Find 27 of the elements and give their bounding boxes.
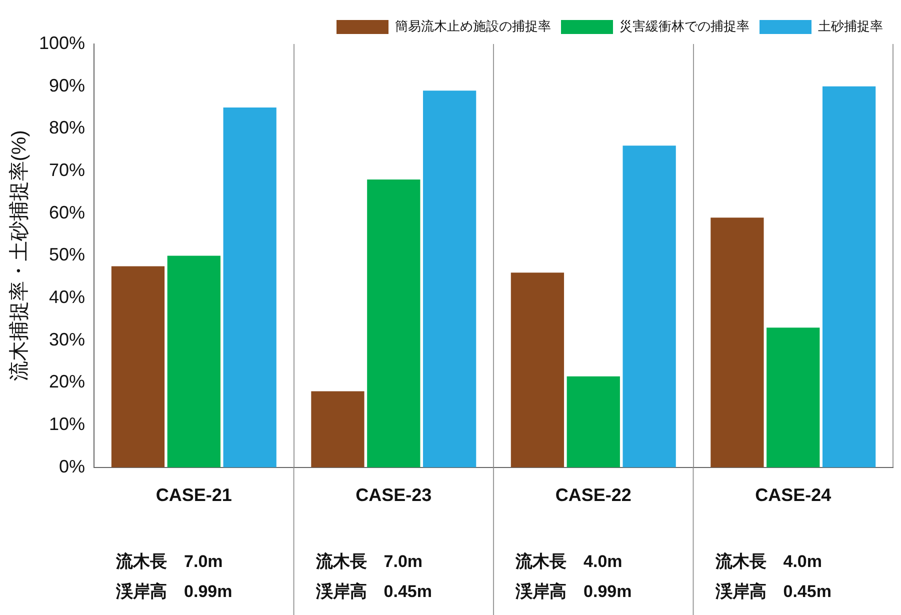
y-tick-label: 60% [49,202,86,222]
text: 渓岸高 0.45m [714,582,832,602]
legend-label: 災害緩衝林での捕捉率 [620,18,750,34]
x-tick-label: CASE-21 [156,485,232,506]
text: 渓岸高 0.45m [314,582,432,602]
y-tick-label: 100% [38,32,86,53]
x-tick-label: CASE-22 [555,485,632,506]
legend-label: 土砂捕捉率 [818,18,883,34]
text: 渓岸高 0.99m [115,582,232,602]
y-tick-label: 0% [59,456,86,476]
y-tick-label: 50% [49,244,86,265]
y-tick-label: 40% [49,287,86,308]
text: 流木長 4.0m [714,552,822,572]
y-tick-label: 90% [49,75,86,96]
y-tick-label: 10% [49,414,86,434]
text: 流木長 7.0m [115,552,223,572]
y-axis-title: 流木捕捉率・土砂捕捉率(%) [8,130,31,382]
y-tick-label: 20% [49,372,86,392]
y-tick-label: 70% [49,160,86,180]
x-tick-label: CASE-24 [755,485,832,506]
text: 流木長 7.0m [314,552,423,572]
text: 渓岸高 0.99m [514,582,632,602]
y-tick-label: 80% [49,118,86,138]
x-tick-label: CASE-23 [356,485,432,506]
y-tick-label: 30% [49,329,86,350]
legend-label: 簡易流木止め施設の捕捉率 [395,18,551,34]
text: 流木長 4.0m [514,552,622,572]
